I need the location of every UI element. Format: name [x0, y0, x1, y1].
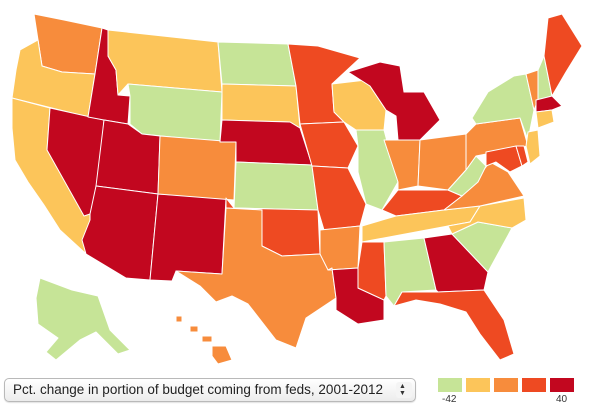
state-NJ[interactable]: [525, 129, 541, 165]
legend-swatch-4: [522, 378, 546, 392]
state-ME[interactable]: [543, 13, 583, 97]
state-AK[interactable]: [35, 277, 131, 361]
select-arrows-icon[interactable]: ▲ ▼: [396, 382, 412, 398]
state-NM[interactable]: [149, 193, 227, 282]
state-NC[interactable]: [447, 197, 527, 235]
arrow-up-icon: ▲: [399, 383, 406, 390]
state-CO[interactable]: [157, 135, 237, 201]
state-WA[interactable]: [33, 13, 103, 75]
state-FL[interactable]: [393, 289, 515, 361]
state-MI[interactable]: [347, 61, 441, 141]
legend-swatch-3: [494, 378, 518, 392]
color-legend: -42 40: [438, 378, 583, 405]
state-MT[interactable]: [107, 29, 223, 96]
legend-max-label: 40: [556, 394, 568, 405]
legend-min-label: -42: [442, 394, 457, 405]
state-WY[interactable]: [127, 83, 223, 143]
state-HI[interactable]: [175, 315, 233, 365]
state-MA[interactable]: [535, 95, 563, 113]
state-ND[interactable]: [217, 41, 297, 87]
state-AZ[interactable]: [81, 185, 159, 281]
legend-swatch-2: [466, 378, 490, 392]
state-CT[interactable]: [535, 109, 555, 129]
us-choropleth-map: [11, 13, 583, 365]
arrow-down-icon: ▼: [399, 390, 406, 397]
state-IN[interactable]: [383, 139, 421, 191]
state-MO[interactable]: [311, 165, 367, 231]
state-AR[interactable]: [319, 225, 361, 271]
state-DE[interactable]: [515, 145, 529, 167]
state-KS[interactable]: [233, 161, 319, 211]
metric-select-value: Pct. change in portion of budget coming …: [13, 382, 383, 397]
legend-swatch-5: [550, 378, 574, 392]
state-IA[interactable]: [299, 121, 359, 169]
state-TX[interactable]: [175, 207, 337, 349]
legend-swatch-1: [438, 378, 462, 392]
metric-select[interactable]: Pct. change in portion of budget coming …: [4, 378, 416, 402]
